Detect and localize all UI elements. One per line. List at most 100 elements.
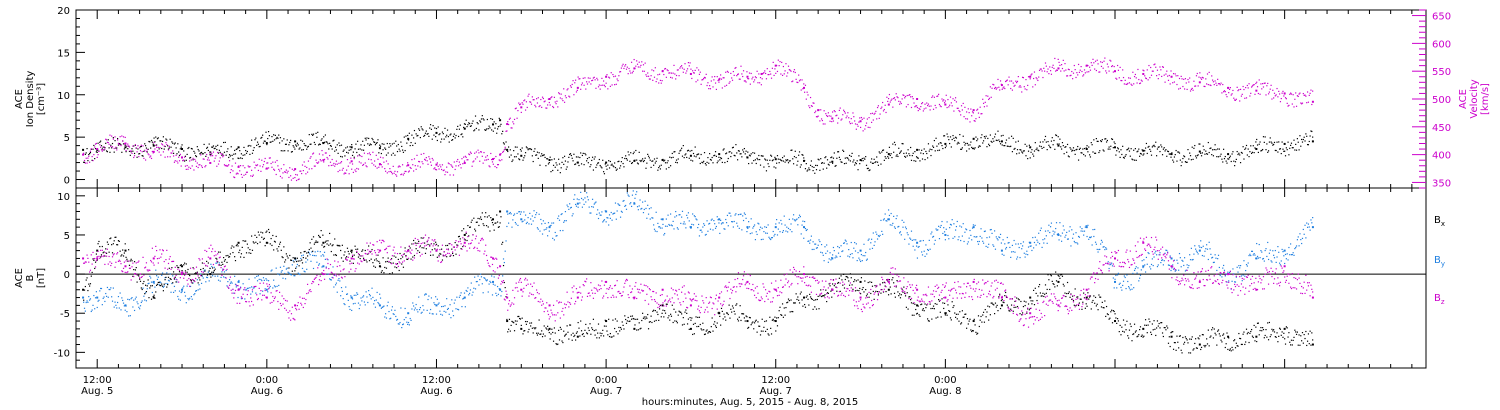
density-series-dot [1104, 138, 1106, 140]
density-series-dot [606, 168, 608, 170]
by-series-dot [1222, 267, 1224, 269]
density-series-dot [1236, 150, 1238, 153]
by-series-dot [1156, 254, 1158, 256]
density-series-dot [273, 139, 276, 141]
velocity-series-dot [466, 159, 468, 161]
density-series-dot [1053, 139, 1055, 142]
velocity-series-dot [451, 165, 453, 167]
by-series-dot [1133, 287, 1135, 289]
by-series-dot [852, 257, 854, 259]
velocity-series-dot [707, 82, 709, 84]
density-series-dot [359, 148, 361, 150]
density-series-dot [206, 146, 209, 148]
density-series-dot [161, 140, 164, 143]
density-series-dot [118, 142, 120, 145]
density-series-dot [1056, 143, 1058, 145]
density-series-dot [997, 130, 999, 132]
velocity-series-dot [157, 146, 159, 148]
by-series-dot [648, 208, 650, 210]
velocity-series-dot [616, 78, 618, 80]
by-series-dot [287, 271, 289, 273]
by-series-dot [1218, 266, 1220, 269]
by-series-dot [556, 235, 558, 237]
density-series-dot [151, 141, 153, 143]
density-series-dot [1110, 145, 1112, 147]
by-series-dot [1238, 265, 1240, 267]
by-series-dot [1062, 225, 1064, 227]
density-series-dot [369, 143, 371, 145]
density-series-dot [205, 155, 207, 157]
by-series-dot [261, 280, 263, 282]
velocity-series-dot [710, 80, 712, 82]
density-series-dot [1228, 156, 1231, 159]
velocity-series-dot [319, 159, 321, 161]
velocity-series-dot [1129, 77, 1131, 79]
by-series-dot [136, 301, 138, 303]
bx-series-dot [132, 275, 134, 277]
velocity-series-dot [418, 161, 421, 163]
velocity-series-dot [613, 75, 615, 78]
velocity-series-dot [987, 95, 989, 97]
by-series-dot [596, 213, 598, 215]
by-series-dot [576, 198, 578, 200]
bx-series-dot [128, 249, 130, 251]
by-series-dot [185, 302, 187, 304]
velocity-series-dot [1260, 83, 1262, 85]
density-series-dot [860, 160, 863, 162]
density-series-dot [417, 134, 419, 137]
by-series-dot [1293, 254, 1295, 256]
by-series-dot [529, 212, 531, 215]
bx-series-dot [94, 261, 97, 263]
by-series-dot [311, 251, 313, 253]
by-series-dot [237, 296, 239, 299]
velocity-series-dot [182, 160, 184, 162]
velocity-series-dot [1016, 81, 1018, 84]
density-series-dot [1074, 153, 1076, 155]
density-series-dot [444, 127, 446, 129]
density-series-dot [364, 137, 366, 139]
x-tick-time: 12:00 [83, 375, 112, 386]
velocity-tick-label: 650 [1432, 12, 1451, 23]
density-series-dot [716, 162, 718, 164]
density-series-dot [1021, 152, 1024, 154]
velocity-series-dot [734, 67, 736, 69]
velocity-series-dot [384, 167, 386, 170]
velocity-series-dot [775, 72, 777, 74]
by-series-dot [245, 289, 247, 291]
velocity-series-dot [712, 86, 714, 88]
velocity-series-dot [195, 165, 198, 167]
density-series-dot [383, 143, 385, 145]
by-series-dot [1289, 254, 1291, 256]
velocity-series-dot [168, 145, 170, 147]
by-series-dot [250, 293, 252, 295]
velocity-series-dot [811, 105, 813, 107]
density-series-dot [491, 118, 494, 120]
velocity-series-dot [756, 70, 758, 72]
density-series-dot [351, 154, 354, 157]
by-series-dot [161, 272, 164, 274]
velocity-series-dot [964, 106, 966, 108]
by-series-dot [575, 205, 578, 207]
density-series-dot [168, 147, 170, 149]
density-series-dot [1136, 151, 1138, 153]
density-series-dot [1258, 143, 1260, 145]
by-series-dot [961, 235, 963, 237]
velocity-series-dot [1046, 71, 1048, 73]
density-series-dot [809, 169, 811, 171]
density-series-dot [981, 134, 983, 136]
velocity-series-dot [834, 111, 836, 113]
velocity-series-point [463, 161, 466, 164]
density-series-dot [200, 151, 203, 154]
velocity-series-dot [89, 150, 92, 152]
density-series-dot [1001, 144, 1003, 146]
by-series-dot [451, 299, 453, 301]
velocity-series-dot [757, 82, 759, 84]
density-series-dot [893, 151, 895, 153]
by-series-point [1000, 249, 1003, 252]
by-series-dot [980, 228, 982, 230]
velocity-series-dot [787, 65, 790, 67]
by-series-dot [142, 287, 144, 289]
density-series-dot [188, 146, 190, 149]
density-series-dot [539, 164, 541, 166]
bx-series-dot [120, 255, 122, 257]
